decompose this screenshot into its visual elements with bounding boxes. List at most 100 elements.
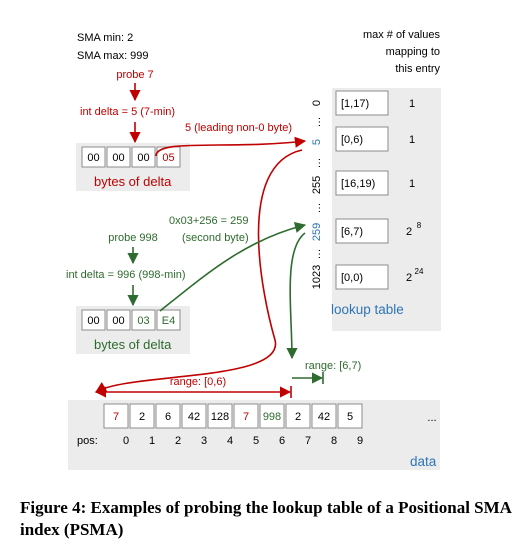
data-cell <box>207 403 233 429</box>
lookup-indices: 0 5 255 259 1023 … … … … <box>311 100 323 289</box>
lookup-header-line2: mapping to <box>386 46 440 58</box>
probe1-to-lookup-arrow <box>155 136 307 157</box>
lookup-count-value: 1 <box>409 98 415 110</box>
sma-max-label: SMA max: 999 <box>77 50 149 62</box>
lookup-table-title: lookup table <box>331 302 404 317</box>
probe1-byte-value: 05 <box>162 152 174 164</box>
data-cells: 7 2 6 42 128 7 998 2 42 50 1 2 3 4 5 6 7 8 9 <box>103 403 363 447</box>
figure-caption: Figure 4: Examples of probing the lookup… <box>20 498 511 539</box>
lookup-index-dots: … <box>311 203 323 214</box>
data-value: 7 <box>243 411 249 423</box>
lookup-to-range1-arrow <box>95 149 303 393</box>
data-position: 1 <box>149 435 155 447</box>
lookup-index-dots: … <box>311 158 323 169</box>
probe1-byte-value: 00 <box>112 152 124 164</box>
lookup-index-label: 1023 <box>311 265 323 289</box>
probe1-byte-value: 00 <box>137 152 149 164</box>
lookup-count-value: 1 <box>409 134 415 146</box>
probe1-byte-cell <box>81 146 106 168</box>
lookup-range-cell <box>335 218 389 244</box>
data-position: 0 <box>123 435 129 447</box>
data-value: 42 <box>188 411 200 423</box>
data-cell <box>285 403 311 429</box>
data-value: 2 <box>295 411 301 423</box>
lookup-to-range2-arrow <box>286 232 306 360</box>
data-position: 9 <box>357 435 363 447</box>
lookup-range-value: [0,6) <box>341 134 363 146</box>
probe2-hex-label: 0x03+256 = 259 <box>169 215 249 227</box>
data-position: 5 <box>253 435 259 447</box>
lookup-range-cell <box>335 264 389 290</box>
probe2-byte-value: E4 <box>162 315 175 327</box>
data-value: 42 <box>318 411 330 423</box>
probe1-bytes: 00 00 00 05 <box>81 146 181 168</box>
probe2-byte-cell <box>131 309 156 331</box>
lookup-index-label: 5 <box>311 139 323 145</box>
data-cell <box>311 403 337 429</box>
lookup-range-cell <box>335 126 389 152</box>
probe1-delta-label: int delta = 5 (7-min) <box>80 106 175 118</box>
data-cell <box>129 403 155 429</box>
lookup-table-panel <box>332 88 441 331</box>
probe2-byte-value: 00 <box>87 315 99 327</box>
probe1-byte-value: 00 <box>87 152 99 164</box>
data-cell <box>181 403 207 429</box>
lookup-index-dots: … <box>311 117 323 128</box>
lookup-count-exponent: 8 <box>417 221 422 230</box>
probe1-leading-label: 5 (leading non-0 byte) <box>185 122 292 134</box>
lookup-count-value: 1 <box>409 178 415 190</box>
data-cell <box>155 403 181 429</box>
data-position: 6 <box>279 435 285 447</box>
probe2-second-byte-label: (second byte) <box>182 232 249 244</box>
data-value: 5 <box>347 411 353 423</box>
lookup-index-label: 0 <box>311 100 323 106</box>
data-title: data <box>410 454 437 469</box>
probe2-delta-label: int delta = 996 (998-min) <box>66 269 186 281</box>
data-cell <box>259 403 285 429</box>
pos-label: pos: <box>77 435 98 447</box>
probe1-bytes-caption: bytes of delta <box>94 174 172 189</box>
data-value: 128 <box>211 411 229 423</box>
probe2-bytes-caption: bytes of delta <box>94 337 172 352</box>
data-ellipsis: ... <box>427 412 436 424</box>
lookup-range-value: [1,17) <box>341 98 369 110</box>
lookup-count-exponent: 24 <box>415 267 424 276</box>
data-position: 2 <box>175 435 181 447</box>
data-cell <box>337 403 363 429</box>
lookup-range-value: [6,7) <box>341 226 363 238</box>
lookup-header-line3: this entry <box>395 63 440 75</box>
data-value: 6 <box>165 411 171 423</box>
lookup-rows: [1,17) 1[0,6) 1[16,19) 1[6,7) 28[0,0) 224 <box>335 90 424 290</box>
data-position: 8 <box>331 435 337 447</box>
sma-min-label: SMA min: 2 <box>77 32 133 44</box>
data-position: 4 <box>227 435 233 447</box>
probe2-to-lookup-arrow <box>159 222 307 312</box>
lookup-range-cell <box>335 90 389 116</box>
data-value: 2 <box>139 411 145 423</box>
data-position: 7 <box>305 435 311 447</box>
probe2-byte-cell <box>106 309 131 331</box>
probe1-byte-cell <box>131 146 156 168</box>
lookup-range-value: [0,0) <box>341 272 363 284</box>
lookup-index-dots: … <box>311 249 323 260</box>
probe1-byte-cell <box>106 146 131 168</box>
lookup-index-label: 255 <box>311 176 323 194</box>
lookup-range-cell <box>335 170 389 196</box>
data-position: 3 <box>201 435 207 447</box>
data-value: 7 <box>113 411 119 423</box>
lookup-range-value: [16,19) <box>341 178 375 190</box>
lookup-index-label: 259 <box>311 223 323 241</box>
probe2-byte-cell <box>81 309 106 331</box>
data-value: 998 <box>263 411 281 423</box>
probe2-byte-value: 00 <box>112 315 124 327</box>
range2-label: range: [6,7) <box>305 360 361 372</box>
probe2-byte-cell <box>156 309 181 331</box>
data-cell <box>233 403 259 429</box>
lookup-header-line1: max # of values <box>363 29 441 41</box>
range1-label: range: [0,6) <box>170 376 226 388</box>
lookup-count-value: 2 <box>406 226 412 238</box>
lookup-count-value: 2 <box>406 272 412 284</box>
data-cell <box>103 403 129 429</box>
probe1-label: probe 7 <box>116 69 153 81</box>
